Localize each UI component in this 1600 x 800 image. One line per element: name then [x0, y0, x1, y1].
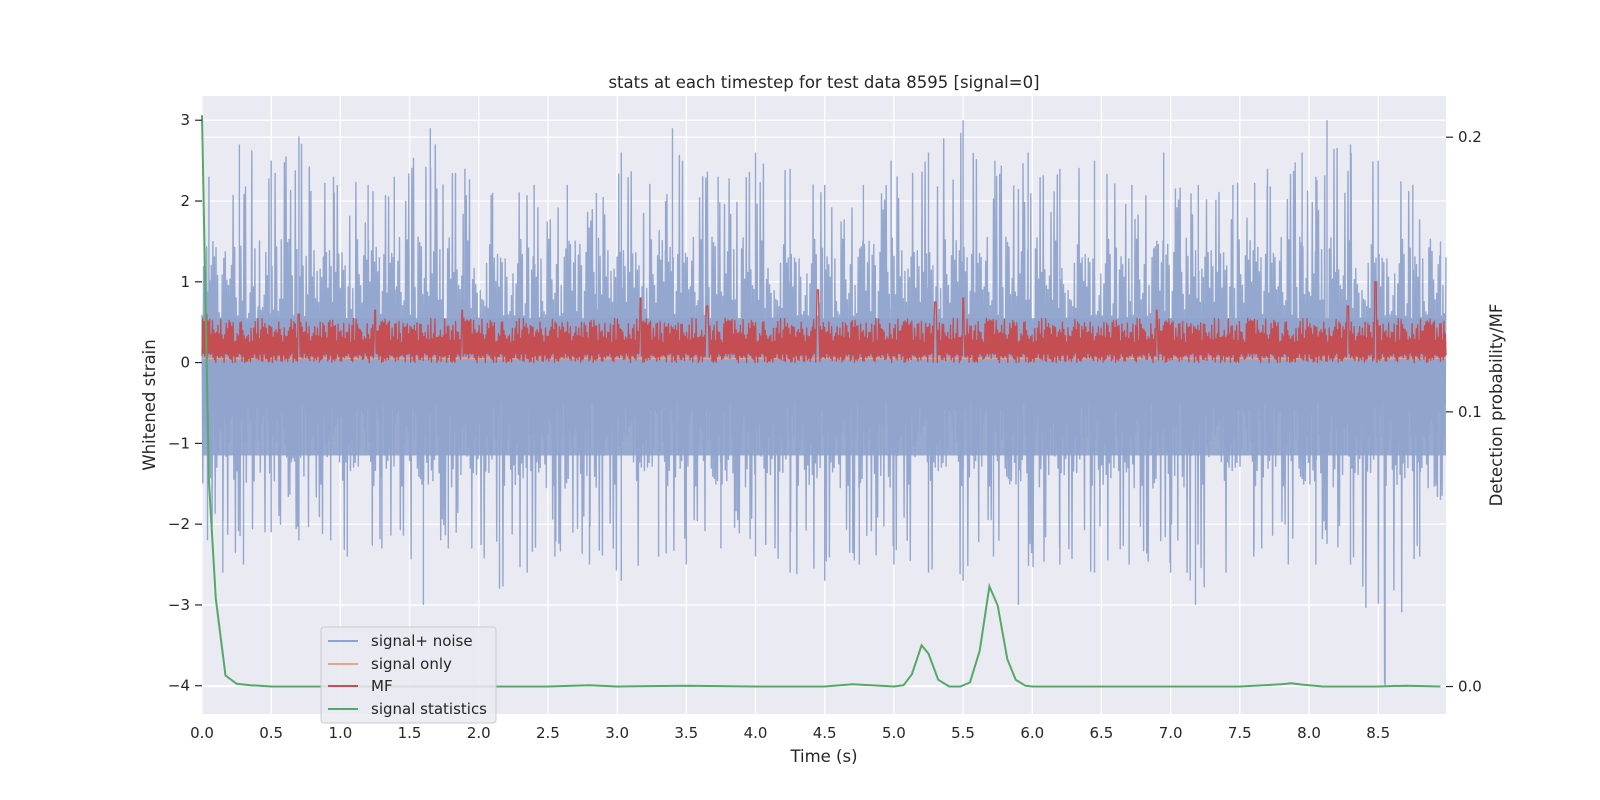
y-tick-label-2: 1 — [180, 273, 190, 291]
y-tick-label-7: −4 — [168, 677, 190, 695]
x-tick-label-13: 6.5 — [1090, 724, 1114, 742]
legend-label-signal-noise: signal+ noise — [371, 632, 473, 650]
x-tick-label-10: 5.0 — [882, 724, 906, 742]
series-layer — [201, 115, 1447, 688]
x-tick-label-3: 1.5 — [398, 724, 422, 742]
y-axis-label: Whitened strain — [140, 339, 159, 470]
x-tick-label-9: 4.5 — [813, 724, 837, 742]
axes-layer: 0.0 0.5 1.0 1.5 2.0 2.5 3.0 3.5 4.0 4.5 5.0 5.5 6.0 6… — [168, 111, 1482, 742]
x-tick-label-7: 3.5 — [674, 724, 698, 742]
y-tick-label-5: −2 — [168, 515, 190, 533]
x-tick-label-14: 7.0 — [1159, 724, 1183, 742]
legend-box — [320, 626, 497, 724]
y-tick-label-1: 2 — [180, 192, 190, 210]
x-tick-label-15: 7.5 — [1228, 724, 1252, 742]
x-tick-label-17: 8.5 — [1366, 724, 1390, 742]
x-axis-label: Time (s) — [789, 747, 857, 766]
x-tick-label-11: 5.5 — [951, 724, 975, 742]
x-tick-label-8: 4.0 — [744, 724, 768, 742]
x-tick-label-0: 0.0 — [190, 724, 214, 742]
legend-label-mf: MF — [371, 677, 393, 695]
legend: signal+ noise signal only MF signal stat… — [320, 626, 497, 724]
x-tick-label-1: 0.5 — [259, 724, 283, 742]
chart-title: stats at each timestep for test data 859… — [608, 73, 1039, 92]
x-tick-label-6: 3.0 — [605, 724, 629, 742]
mf-line — [201, 281, 1447, 364]
y-tick-label-4: −1 — [168, 434, 190, 452]
x-tick-label-5: 2.5 — [536, 724, 560, 742]
y2-tick-label-0: 0.2 — [1458, 128, 1482, 146]
x-tick-label-16: 8.0 — [1297, 724, 1321, 742]
y2-tick-label-1: 0.1 — [1458, 403, 1482, 421]
x-tick-label-2: 1.0 — [328, 724, 352, 742]
y-tick-label-6: −3 — [168, 596, 190, 614]
y2-axis-label: Detection probability/MF — [1487, 304, 1506, 507]
x-tick-label-12: 6.0 — [1020, 724, 1044, 742]
signal-statistics-line — [201, 115, 1441, 688]
legend-label-signal-only: signal only — [371, 655, 452, 673]
x-tick-label-4: 2.0 — [467, 724, 491, 742]
y2-tick-label-2: 0.0 — [1458, 678, 1482, 696]
y-tick-label-3: 0 — [180, 354, 190, 372]
y-tick-label-0: 3 — [180, 111, 190, 129]
signal-noise-line — [201, 120, 1447, 686]
legend-label-signal-statistics: signal statistics — [371, 700, 487, 718]
